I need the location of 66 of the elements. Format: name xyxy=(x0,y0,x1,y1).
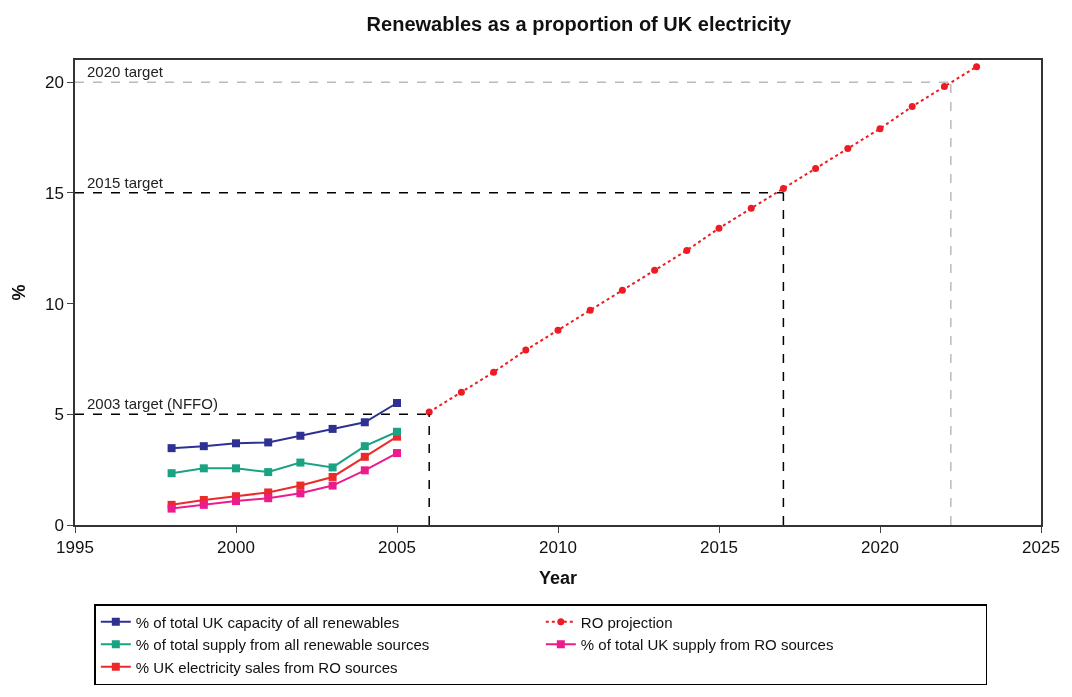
y-tick-label: 5 xyxy=(54,405,64,425)
y-tick-label: 10 xyxy=(44,294,64,314)
point xyxy=(360,466,369,475)
legend-label: % of total UK supply from RO sources xyxy=(580,636,834,654)
x-axis-title: Year xyxy=(538,567,578,588)
point xyxy=(844,145,852,153)
point xyxy=(199,442,208,451)
x-tick-label: 1995 xyxy=(56,538,94,558)
legend-label: % UK electricity sales from RO sources xyxy=(135,658,398,676)
point xyxy=(328,481,337,490)
point xyxy=(296,458,305,467)
ref-line-label: 2015 target xyxy=(87,174,164,191)
x-tick-label: 2000 xyxy=(217,538,255,558)
ref-line-label: 2020 target xyxy=(87,63,164,80)
point xyxy=(812,165,820,172)
point xyxy=(586,306,594,314)
point xyxy=(328,463,337,472)
legend-label: RO projection xyxy=(580,613,673,631)
legend-label: % of total supply from all renewable sources xyxy=(135,636,430,654)
point xyxy=(296,489,305,498)
point xyxy=(360,452,369,461)
point xyxy=(328,424,337,433)
x-tick-label: 2005 xyxy=(378,538,416,558)
point xyxy=(199,464,208,473)
point xyxy=(715,224,723,232)
point xyxy=(683,246,691,254)
point xyxy=(908,103,916,110)
point xyxy=(490,368,498,376)
y-tick-label: 0 xyxy=(54,515,64,535)
chart-title: Renewables as a proportion of UK electricity xyxy=(366,13,793,36)
point xyxy=(232,497,240,506)
point xyxy=(554,326,562,334)
point xyxy=(393,398,401,407)
x-tick-label: 2025 xyxy=(1022,538,1060,558)
y-axis-title: % xyxy=(8,284,29,301)
point xyxy=(618,286,626,294)
point xyxy=(232,439,240,448)
point xyxy=(232,464,240,473)
x-tick-label: 2020 xyxy=(861,538,899,558)
point xyxy=(264,494,273,503)
point xyxy=(360,418,369,427)
point xyxy=(457,388,465,396)
legend-label: % of total UK capacity of all renewables xyxy=(135,613,400,631)
point xyxy=(328,472,337,481)
point xyxy=(360,442,369,451)
point xyxy=(199,500,208,509)
point xyxy=(940,83,948,91)
x-tick-label: 2010 xyxy=(539,538,577,558)
point xyxy=(779,184,787,192)
point xyxy=(393,449,401,458)
point xyxy=(522,346,530,354)
point xyxy=(167,469,176,478)
point xyxy=(876,125,884,133)
point xyxy=(973,63,981,71)
point xyxy=(393,427,401,436)
ref-line-label: 2003 target (NFFO) xyxy=(87,395,218,412)
point xyxy=(747,204,755,212)
point xyxy=(264,438,273,447)
x-tick-label: 2015 xyxy=(700,538,738,558)
point xyxy=(296,431,305,440)
point xyxy=(651,266,659,274)
y-tick-label: 15 xyxy=(44,183,64,203)
y-tick-label: 20 xyxy=(44,73,64,93)
point xyxy=(167,444,176,453)
point xyxy=(167,504,176,513)
point xyxy=(264,468,273,477)
